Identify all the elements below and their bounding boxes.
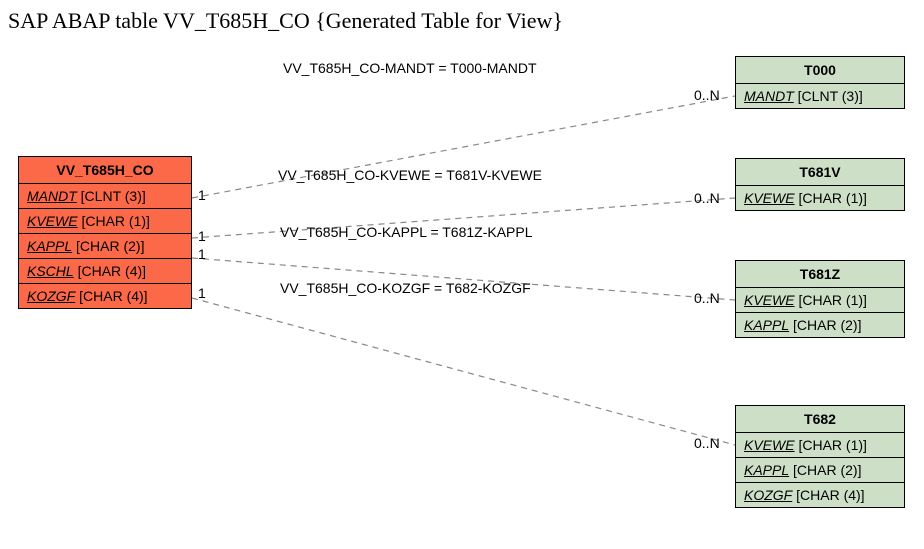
attr-name: KOZGF [744,487,792,503]
attr-name: KAPPL [27,238,72,254]
cardinality-from: 1 [198,187,206,203]
attr-type: [CHAR (1)] [798,190,866,206]
attr-type: [CHAR (2)] [76,238,144,254]
entity-attr-row: KAPPL [CHAR (2)] [736,458,904,483]
cardinality-from: 1 [198,246,206,262]
diagram-title: SAP ABAP table VV_T685H_CO {Generated Ta… [8,8,563,34]
relationship-line [192,298,735,445]
entity-t681v: T681V KVEWE [CHAR (1)] [735,158,905,211]
relationship-label: VV_T685H_CO-KAPPL = T681Z-KAPPL [280,224,533,240]
entity-header: T681Z [736,261,904,288]
cardinality-from: 1 [198,285,206,301]
entity-attr-row: KVEWE [CHAR (1)] [736,186,904,210]
cardinality-from: 1 [198,228,206,244]
entity-vv-t685h-co: VV_T685H_CO MANDT [CLNT (3)] KVEWE [CHAR… [18,156,192,309]
attr-name: KAPPL [744,317,789,333]
cardinality-to: 0..N [694,190,720,206]
attr-type: [CHAR (1)] [798,292,866,308]
attr-type: [CLNT (3)] [81,188,146,204]
entity-header: T000 [736,57,904,84]
attr-type: [CHAR (1)] [81,213,149,229]
attr-name: KOZGF [27,288,75,304]
entity-header: T682 [736,406,904,433]
entity-header: VV_T685H_CO [19,157,191,184]
entity-attr-row: KAPPL [CHAR (2)] [19,234,191,259]
entity-attr-row: MANDT [CLNT (3)] [736,84,904,108]
entity-attr-row: KSCHL [CHAR (4)] [19,259,191,284]
cardinality-to: 0..N [694,290,720,306]
entity-attr-row: KAPPL [CHAR (2)] [736,313,904,337]
attr-name: KVEWE [744,437,795,453]
cardinality-to: 0..N [694,87,720,103]
attr-name: KSCHL [27,263,74,279]
attr-name: KVEWE [744,292,795,308]
entity-attr-row: KOZGF [CHAR (4)] [19,284,191,308]
relationship-label: VV_T685H_CO-MANDT = T000-MANDT [283,60,537,76]
attr-type: [CHAR (2)] [793,317,861,333]
attr-type: [CHAR (4)] [796,487,864,503]
cardinality-to: 0..N [694,435,720,451]
entity-t682: T682 KVEWE [CHAR (1)] KAPPL [CHAR (2)] K… [735,405,905,508]
attr-type: [CHAR (4)] [78,263,146,279]
entity-header: T681V [736,159,904,186]
attr-name: MANDT [27,188,77,204]
attr-name: MANDT [744,88,794,104]
entity-attr-row: KVEWE [CHAR (1)] [736,288,904,313]
relationship-label: VV_T685H_CO-KVEWE = T681V-KVEWE [278,167,542,183]
attr-name: KVEWE [27,213,78,229]
attr-type: [CLNT (3)] [798,88,863,104]
attr-type: [CHAR (1)] [798,437,866,453]
entity-attr-row: KVEWE [CHAR (1)] [736,433,904,458]
entity-t000: T000 MANDT [CLNT (3)] [735,56,905,109]
entity-attr-row: MANDT [CLNT (3)] [19,184,191,209]
attr-type: [CHAR (4)] [79,288,147,304]
attr-type: [CHAR (2)] [793,462,861,478]
entity-t681z: T681Z KVEWE [CHAR (1)] KAPPL [CHAR (2)] [735,260,905,338]
attr-name: KAPPL [744,462,789,478]
diagram-canvas: SAP ABAP table VV_T685H_CO {Generated Ta… [0,0,924,549]
attr-name: KVEWE [744,190,795,206]
entity-attr-row: KVEWE [CHAR (1)] [19,209,191,234]
entity-attr-row: KOZGF [CHAR (4)] [736,483,904,507]
relationship-label: VV_T685H_CO-KOZGF = T682-KOZGF [280,280,531,296]
